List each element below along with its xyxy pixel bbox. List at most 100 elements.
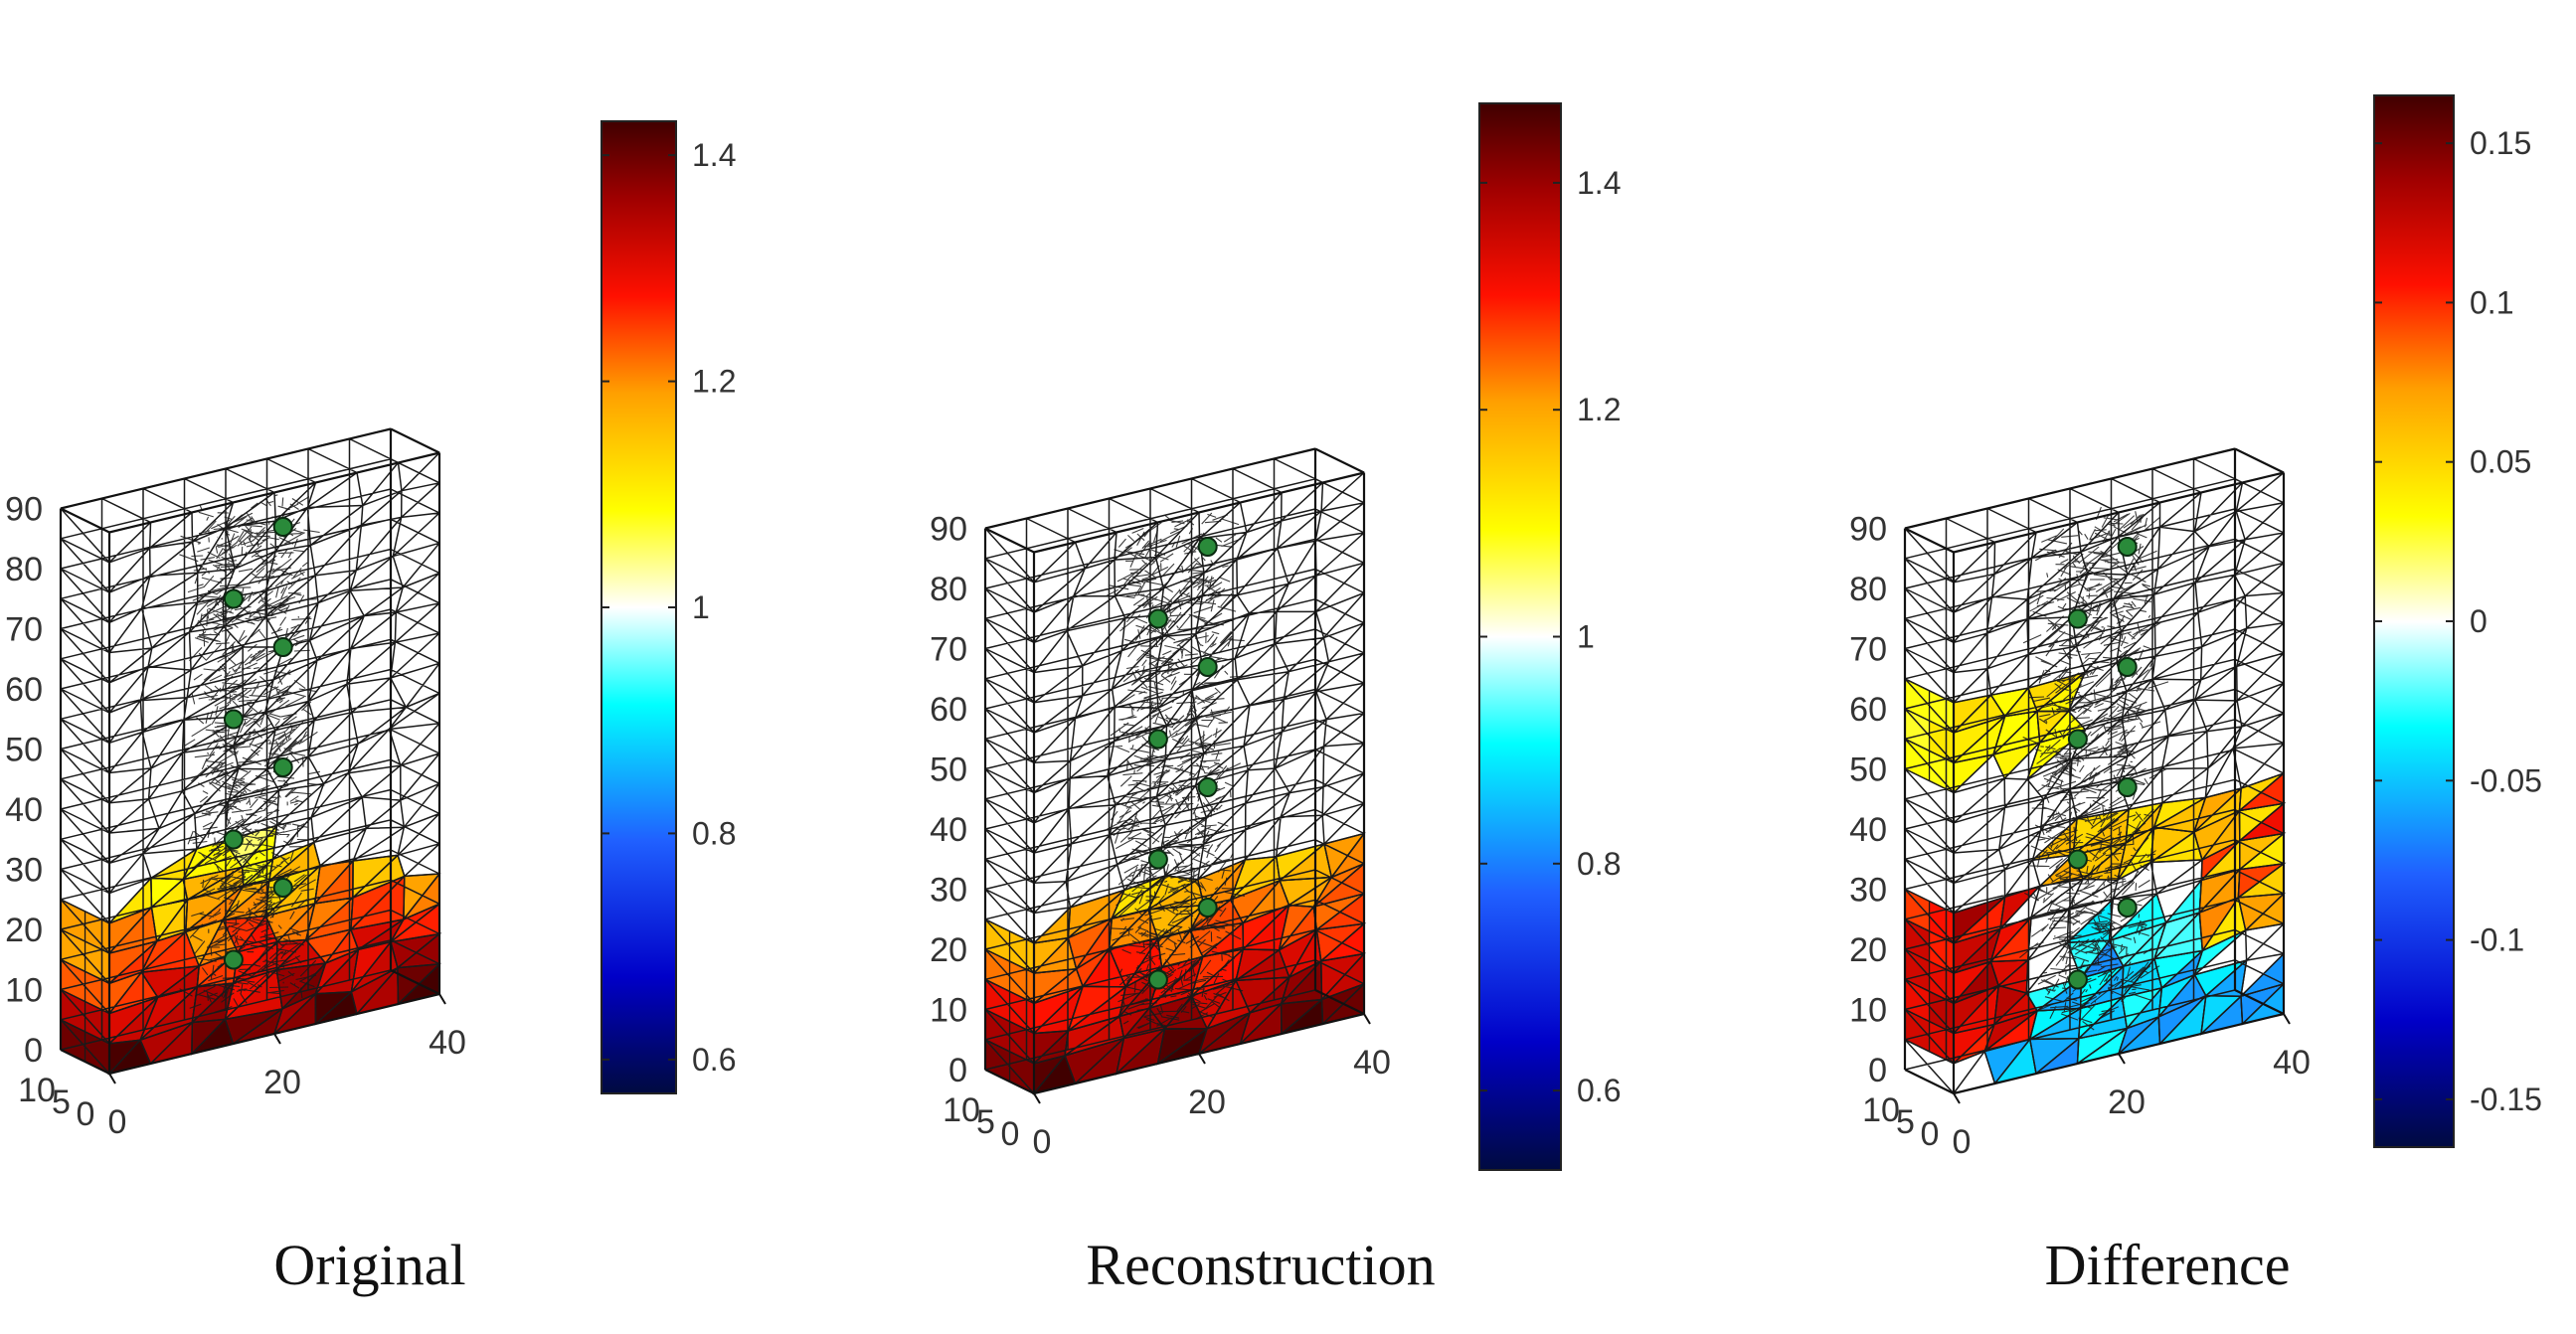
inclusion-marker <box>272 517 293 537</box>
panel-title: Reconstruction <box>1086 1233 1435 1297</box>
z-tick-label: 90 <box>1849 511 1887 549</box>
x-tick-mark <box>438 993 446 1005</box>
y-tick-label: 10 <box>18 1072 56 1109</box>
z-tick-label: 70 <box>1849 631 1887 669</box>
z-tick-label: 50 <box>930 751 967 789</box>
x-tick-label: 0 <box>1033 1123 1052 1161</box>
inclusion-marker <box>272 637 293 657</box>
y-tick-label: 0 <box>1921 1115 1940 1153</box>
mesh-refined-core <box>2019 506 2169 1031</box>
inclusion-marker <box>223 588 244 609</box>
inclusion-marker <box>1197 657 1218 677</box>
inclusion-marker <box>1197 537 1218 557</box>
z-tick-label: 70 <box>930 631 967 669</box>
inclusion-marker <box>1197 777 1218 797</box>
colorbar-tick-label: 1.4 <box>692 137 736 173</box>
inclusion-marker <box>2117 777 2138 797</box>
z-tick-label: 40 <box>5 791 43 829</box>
x-tick-label: 0 <box>108 1103 127 1141</box>
inclusion-marker <box>1147 969 1168 990</box>
z-tick-label: 80 <box>1849 571 1887 608</box>
z-tick-label: 30 <box>1849 872 1887 910</box>
panel-title: Original <box>273 1233 465 1297</box>
colorbar-tick-label: -0.05 <box>2470 762 2542 798</box>
inclusion-markers <box>1147 537 1218 990</box>
z-tick-label: 60 <box>5 671 43 709</box>
inclusion-marker <box>223 829 244 850</box>
z-tick-label: 90 <box>930 511 967 549</box>
inclusion-markers <box>223 517 293 970</box>
z-tick-label: 50 <box>5 732 43 769</box>
inclusion-marker <box>272 878 293 898</box>
colorbar-tick-label: 0.05 <box>2470 444 2531 480</box>
z-tick-label: 10 <box>5 972 43 1010</box>
inclusion-marker <box>1147 849 1168 870</box>
z-tick-label: 10 <box>1849 992 1887 1030</box>
panel-title: Difference <box>2045 1233 2291 1297</box>
colorbar: -0.15 -0.1 -0.05 0 0.05 0.1 0.15 <box>2373 94 2542 1148</box>
z-tick-label: 20 <box>1849 931 1887 969</box>
z-tick-label: 10 <box>930 992 967 1030</box>
z-tick-label: 40 <box>1849 811 1887 849</box>
colorbar-tick-label: 0.1 <box>2470 284 2513 320</box>
z-tick-label: 30 <box>930 872 967 910</box>
x-tick-label: 20 <box>2108 1084 2146 1121</box>
x-tick-mark <box>273 1033 281 1045</box>
colorbar-tick-label: 0.6 <box>1577 1073 1621 1108</box>
x-tick-mark <box>1363 1013 1371 1025</box>
z-tick-label: 80 <box>5 551 43 588</box>
z-tick-label: 80 <box>930 571 967 608</box>
colorbar-tick-label: 0.8 <box>1577 846 1621 882</box>
colorbar-tick-label: 1 <box>692 589 710 625</box>
inclusion-marker <box>2067 608 2088 629</box>
colorbar-tick-label: 1 <box>1577 619 1595 655</box>
inclusion-marker <box>1147 608 1168 629</box>
x-tick-mark <box>1033 1092 1041 1104</box>
colorbar-tick-label: 0.8 <box>692 815 736 851</box>
y-tick-label: 0 <box>1001 1115 1020 1153</box>
inclusion-marker <box>1147 729 1168 750</box>
x-tick-label: 40 <box>1353 1044 1391 1082</box>
y-tick-label: 5 <box>976 1103 995 1141</box>
inclusion-markers <box>2067 537 2138 990</box>
z-tick-label: 70 <box>5 611 43 649</box>
z-tick-label: 30 <box>5 852 43 890</box>
inclusion-marker <box>2117 537 2138 557</box>
inclusion-marker <box>2067 969 2088 990</box>
colorbar-tick-label: 0 <box>2470 603 2488 639</box>
colorbar: 0.6 0.8 1 1.2 1.4 <box>601 120 736 1094</box>
inclusion-marker <box>223 949 244 970</box>
x-tick-label: 40 <box>429 1024 466 1062</box>
y-tick-label: 10 <box>1862 1091 1900 1129</box>
colorbar-tick-label: -0.15 <box>2470 1082 2542 1117</box>
z-tick-label: 60 <box>930 691 967 729</box>
colorbar-tick-label: 1.2 <box>1577 392 1621 427</box>
x-tick-mark <box>2283 1013 2291 1025</box>
inclusion-marker <box>1197 898 1218 917</box>
colorbar-strip <box>2373 94 2455 1148</box>
z-tick-label: 0 <box>948 1052 967 1089</box>
colorbar-tick-label: 0.15 <box>2470 125 2531 161</box>
mesh-refined-core <box>179 494 325 1013</box>
x-tick-mark <box>1953 1092 1961 1104</box>
x-tick-label: 0 <box>1953 1123 1972 1161</box>
colorbar-tick-label: -0.1 <box>2470 922 2524 958</box>
inclusion-marker <box>2067 729 2088 750</box>
colorbar-tick-label: 1.4 <box>1577 165 1621 201</box>
z-tick-label: 20 <box>930 931 967 969</box>
y-tick-label: 5 <box>1896 1103 1915 1141</box>
colorbar: 0.6 0.8 1 1.2 1.4 <box>1478 102 1621 1171</box>
inclusion-marker <box>2117 898 2138 917</box>
inclusion-marker <box>272 757 293 777</box>
z-tick-label: 60 <box>1849 691 1887 729</box>
z-tick-label: 0 <box>1868 1052 1887 1089</box>
x-tick-label: 20 <box>1188 1084 1226 1121</box>
x-tick-mark <box>2118 1053 2126 1065</box>
x-tick-mark <box>108 1073 116 1084</box>
